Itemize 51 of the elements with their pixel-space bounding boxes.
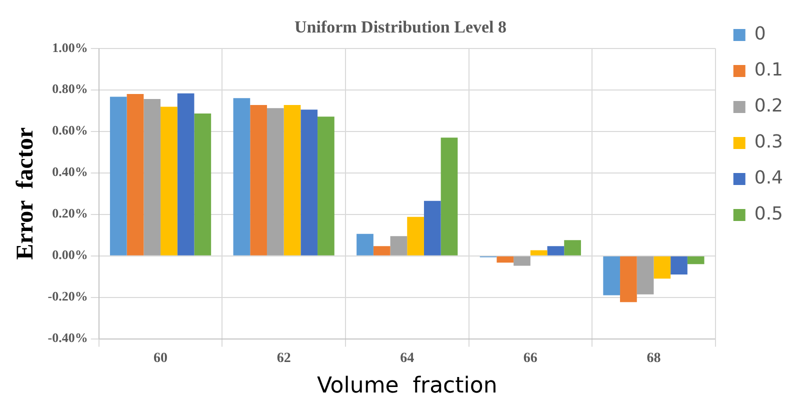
legend-label: 0.1	[754, 60, 784, 81]
bar	[424, 200, 441, 256]
x-tick-label: 66	[523, 350, 538, 366]
bar	[144, 99, 161, 256]
bar	[687, 256, 704, 264]
bar	[547, 246, 564, 256]
x-tick-label: 60	[154, 350, 168, 366]
bar	[670, 256, 688, 274]
y-tick-label: 0.00%	[52, 247, 88, 262]
bar	[284, 105, 301, 256]
bar	[620, 256, 637, 302]
y-tick-label: 0.20%	[52, 206, 88, 221]
legend-label: 0.2	[754, 96, 784, 117]
legend-label: 0.4	[754, 168, 784, 189]
legend-label: 0.5	[754, 204, 784, 225]
y-tick-label: -0.20%	[48, 288, 88, 304]
y-axis-title: Error factor	[12, 127, 39, 260]
legend-label: 0.3	[754, 132, 784, 153]
bar	[373, 246, 390, 256]
x-tick-label: 68	[646, 350, 661, 366]
bar	[603, 256, 620, 296]
bar	[110, 96, 127, 256]
bar	[266, 108, 284, 256]
bar	[233, 98, 250, 256]
y-tick-label: 1.00%	[52, 40, 88, 55]
bar	[177, 93, 194, 256]
bar	[160, 106, 178, 256]
chart-title: Uniform Distribution Level 8	[294, 18, 507, 37]
bar	[440, 138, 458, 256]
legend-label: 0	[754, 24, 766, 45]
bar	[194, 114, 212, 256]
y-tick-label: 0.80%	[52, 81, 88, 96]
bar	[514, 256, 530, 266]
bar	[126, 94, 144, 256]
y-tick-label: -0.40%	[48, 330, 88, 346]
x-axis-title: Volume fraction	[316, 374, 498, 399]
bar	[530, 250, 548, 256]
bar	[407, 216, 424, 256]
bar	[250, 105, 267, 256]
bar	[654, 256, 671, 279]
bar	[390, 236, 408, 256]
x-tick-label: 62	[276, 350, 291, 366]
bar	[564, 240, 581, 256]
y-tick-label: 0.40%	[52, 164, 88, 180]
bar	[496, 256, 514, 263]
bar	[300, 110, 318, 256]
bar	[356, 234, 374, 256]
bar	[318, 116, 334, 256]
y-tick-label: 0.60%	[52, 122, 88, 138]
bar	[636, 256, 654, 294]
x-tick-label: 64	[400, 350, 414, 366]
